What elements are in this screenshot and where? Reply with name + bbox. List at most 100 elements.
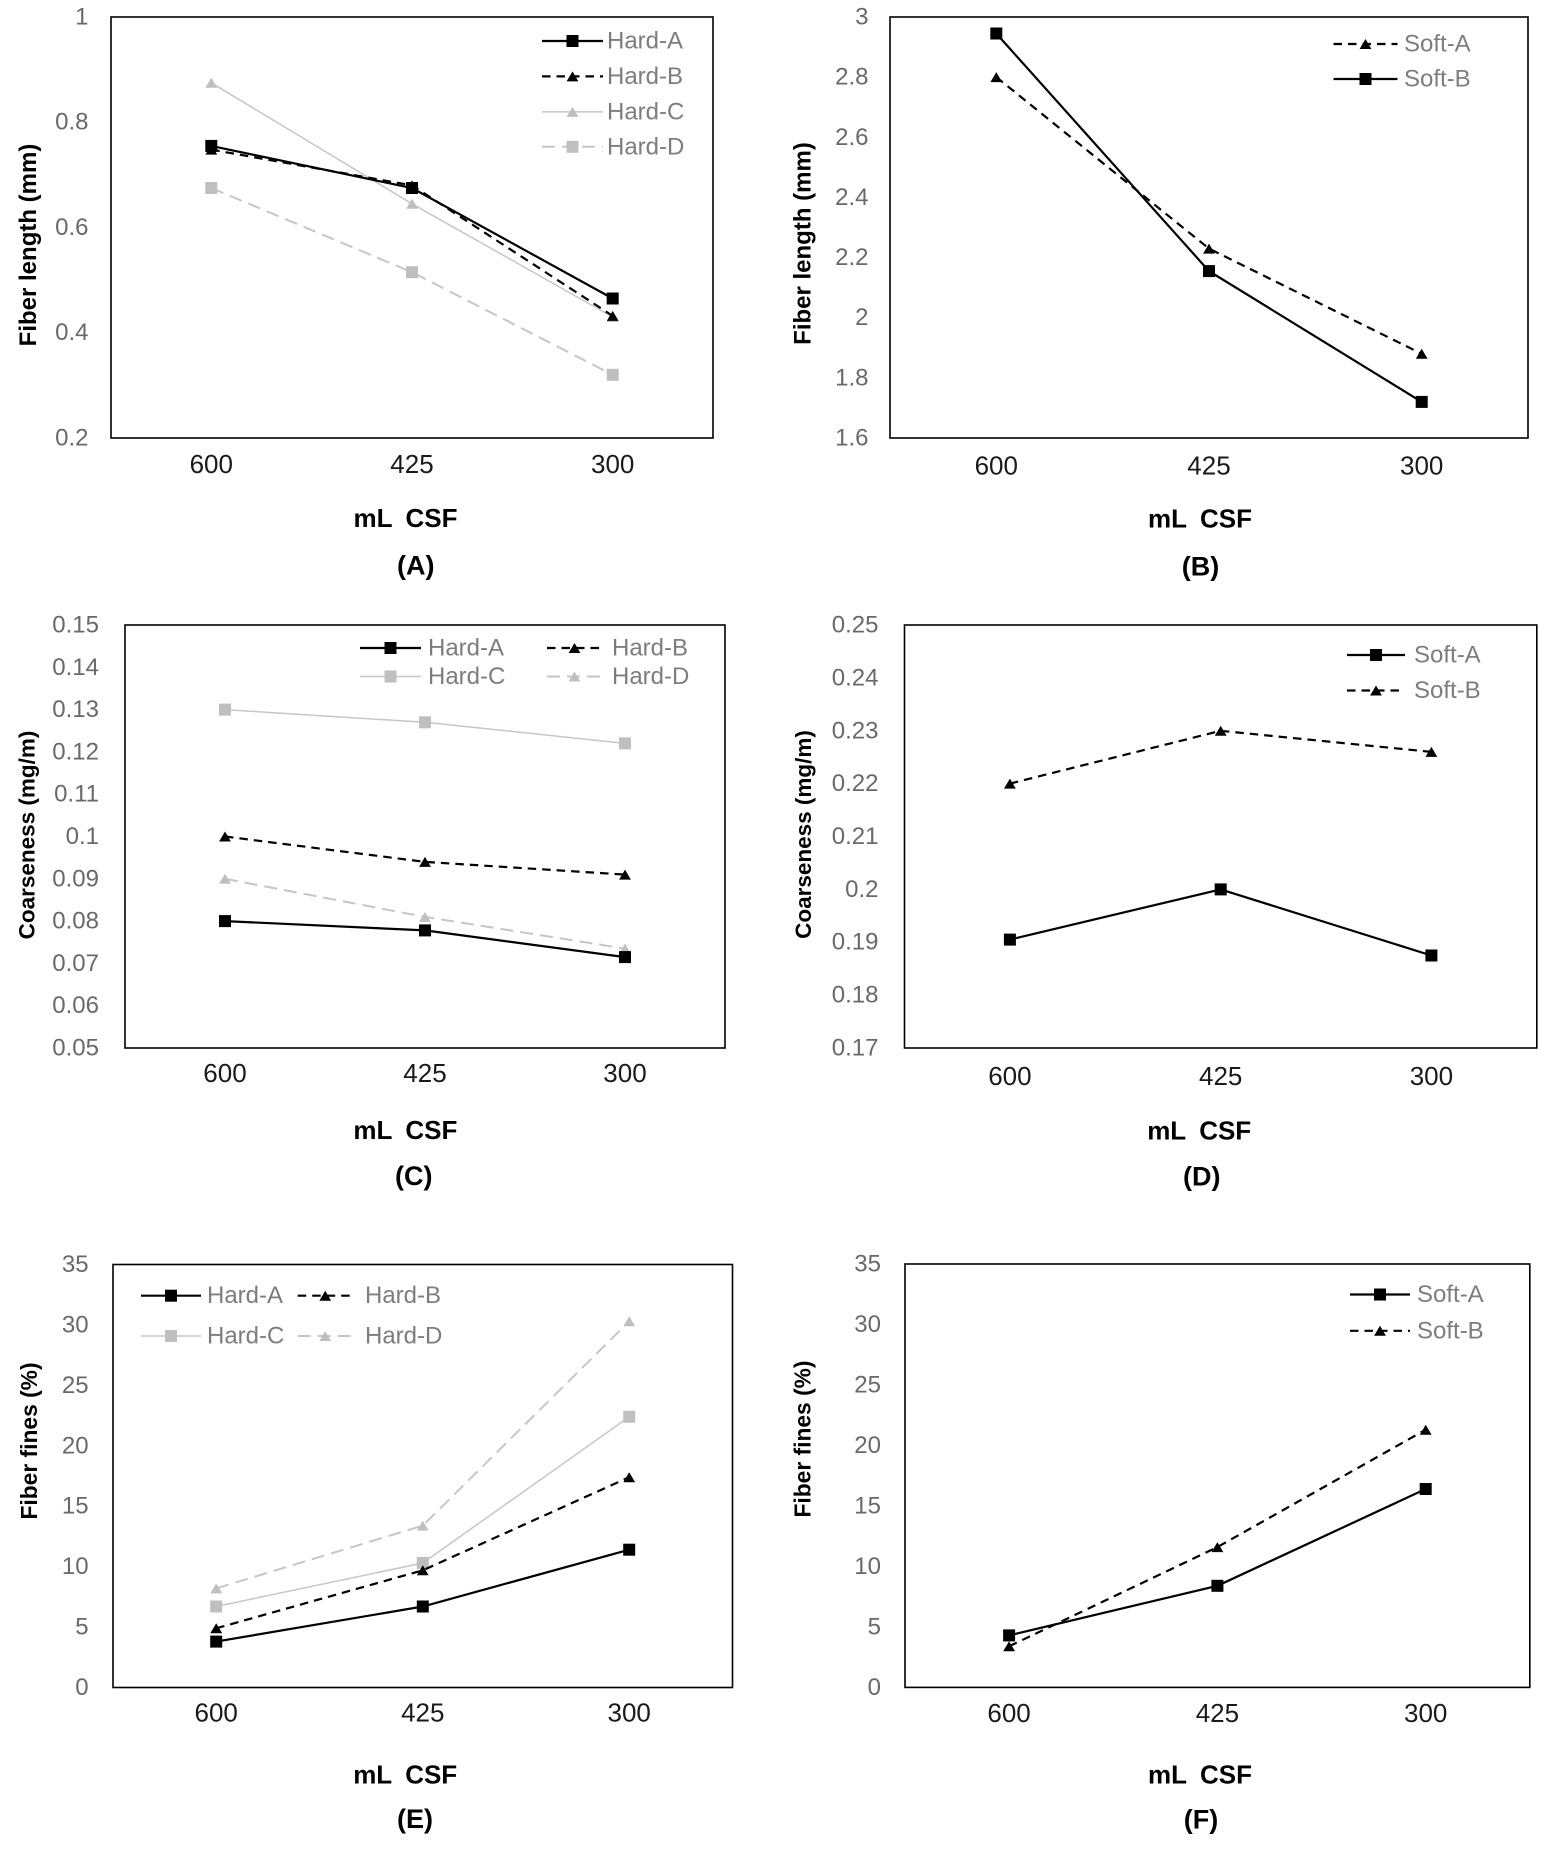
svg-text:0.12: 0.12 [52, 738, 99, 765]
svg-text:(C): (C) [395, 1161, 432, 1191]
svg-text:425: 425 [403, 1058, 446, 1088]
svg-text:0: 0 [868, 1674, 881, 1701]
svg-text:600: 600 [975, 451, 1018, 481]
svg-text:0.09: 0.09 [52, 865, 99, 892]
svg-text:mL CSF: mL CSF [353, 1760, 457, 1790]
svg-text:Hard-B: Hard-B [365, 1282, 441, 1309]
svg-text:600: 600 [987, 1698, 1030, 1728]
svg-text:425: 425 [401, 1698, 444, 1728]
svg-text:10: 10 [62, 1553, 89, 1580]
svg-text:Soft-B: Soft-B [1414, 677, 1481, 704]
svg-text:0.15: 0.15 [52, 612, 99, 639]
svg-text:20: 20 [854, 1432, 881, 1459]
svg-text:Soft-A: Soft-A [1414, 642, 1481, 669]
svg-text:mL CSF: mL CSF [354, 503, 458, 533]
svg-text:425: 425 [390, 449, 433, 479]
svg-text:0.2: 0.2 [845, 876, 878, 903]
svg-text:425: 425 [1199, 1061, 1242, 1091]
svg-text:0.8: 0.8 [55, 109, 88, 136]
svg-text:0.08: 0.08 [52, 908, 99, 935]
svg-text:0.06: 0.06 [52, 992, 99, 1019]
svg-text:35: 35 [62, 1251, 89, 1278]
svg-text:0.23: 0.23 [832, 717, 879, 744]
svg-text:425: 425 [1187, 451, 1230, 481]
svg-text:0.2: 0.2 [55, 425, 88, 452]
svg-text:0.19: 0.19 [832, 929, 879, 956]
svg-text:Soft-B: Soft-B [1404, 66, 1471, 93]
svg-text:1.6: 1.6 [835, 425, 868, 452]
svg-text:(B): (B) [1182, 552, 1219, 582]
svg-text:Coarseness (mg/m): Coarseness (mg/m) [791, 730, 816, 939]
svg-text:0.18: 0.18 [832, 982, 879, 1009]
svg-text:Hard-A: Hard-A [607, 28, 683, 55]
svg-text:2.6: 2.6 [835, 124, 868, 151]
svg-text:0.22: 0.22 [832, 770, 879, 797]
svg-text:mL CSF: mL CSF [353, 1115, 457, 1145]
svg-text:600: 600 [988, 1061, 1031, 1091]
svg-text:300: 300 [608, 1698, 651, 1728]
svg-text:5: 5 [868, 1613, 881, 1640]
svg-text:0.4: 0.4 [55, 319, 88, 346]
svg-text:Hard-C: Hard-C [607, 98, 684, 125]
svg-text:300: 300 [1410, 1061, 1453, 1091]
svg-text:Hard-D: Hard-D [365, 1323, 442, 1350]
svg-text:Hard-C: Hard-C [428, 663, 505, 690]
svg-text:Fiber length (mm): Fiber length (mm) [790, 142, 817, 345]
svg-text:Hard-D: Hard-D [607, 133, 684, 160]
svg-text:(A): (A) [397, 551, 434, 581]
svg-text:300: 300 [591, 449, 634, 479]
svg-text:5: 5 [75, 1614, 88, 1641]
svg-text:600: 600 [203, 1058, 246, 1088]
svg-text:425: 425 [1196, 1698, 1239, 1728]
svg-text:Fiber fines (%): Fiber fines (%) [16, 1362, 42, 1519]
svg-text:Hard-C: Hard-C [207, 1323, 284, 1350]
svg-text:mL CSF: mL CSF [1148, 1760, 1252, 1790]
svg-text:mL CSF: mL CSF [1147, 1116, 1251, 1146]
svg-text:0: 0 [75, 1674, 88, 1701]
svg-text:2.2: 2.2 [835, 244, 868, 271]
svg-text:0.13: 0.13 [52, 696, 99, 723]
svg-text:0.24: 0.24 [832, 664, 879, 691]
svg-text:300: 300 [1404, 1698, 1447, 1728]
svg-text:15: 15 [854, 1492, 881, 1519]
svg-text:Soft-A: Soft-A [1404, 31, 1471, 58]
svg-text:300: 300 [603, 1058, 646, 1088]
svg-text:2.4: 2.4 [835, 184, 868, 211]
svg-text:0.07: 0.07 [52, 950, 99, 977]
svg-text:30: 30 [854, 1311, 881, 1338]
svg-text:0.11: 0.11 [54, 781, 99, 808]
svg-text:10: 10 [854, 1553, 881, 1580]
svg-text:2.8: 2.8 [835, 64, 868, 91]
svg-text:0.6: 0.6 [55, 214, 88, 241]
svg-text:2: 2 [855, 304, 868, 331]
svg-text:0.05: 0.05 [52, 1035, 99, 1062]
svg-text:25: 25 [62, 1372, 89, 1399]
svg-text:(E): (E) [397, 1804, 433, 1834]
svg-text:(F): (F) [1184, 1804, 1218, 1834]
svg-text:25: 25 [854, 1372, 881, 1399]
svg-text:mL CSF: mL CSF [1148, 503, 1252, 533]
svg-text:3: 3 [855, 4, 868, 31]
svg-text:30: 30 [62, 1311, 89, 1338]
svg-text:35: 35 [854, 1251, 881, 1278]
svg-text:Hard-B: Hard-B [612, 635, 688, 662]
svg-text:Coarseness (mg/m): Coarseness (mg/m) [15, 731, 40, 940]
svg-text:Hard-A: Hard-A [207, 1282, 283, 1309]
svg-text:(D): (D) [1183, 1161, 1220, 1191]
svg-text:20: 20 [62, 1432, 89, 1459]
svg-text:600: 600 [190, 449, 233, 479]
svg-text:Soft-A: Soft-A [1417, 1281, 1484, 1308]
svg-text:0.14: 0.14 [52, 654, 99, 681]
svg-text:Fiber fines (%): Fiber fines (%) [790, 1360, 816, 1517]
svg-text:15: 15 [62, 1493, 89, 1520]
svg-text:Soft-B: Soft-B [1417, 1317, 1484, 1344]
svg-text:0.17: 0.17 [832, 1035, 879, 1062]
svg-text:Hard-A: Hard-A [428, 635, 504, 662]
svg-text:0.1: 0.1 [66, 823, 99, 850]
svg-text:300: 300 [1400, 451, 1443, 481]
svg-text:1.8: 1.8 [835, 364, 868, 391]
svg-text:0.25: 0.25 [832, 612, 879, 639]
svg-text:Hard-D: Hard-D [612, 663, 689, 690]
svg-text:Fiber length (mm): Fiber length (mm) [15, 144, 42, 347]
svg-text:1: 1 [75, 4, 88, 31]
